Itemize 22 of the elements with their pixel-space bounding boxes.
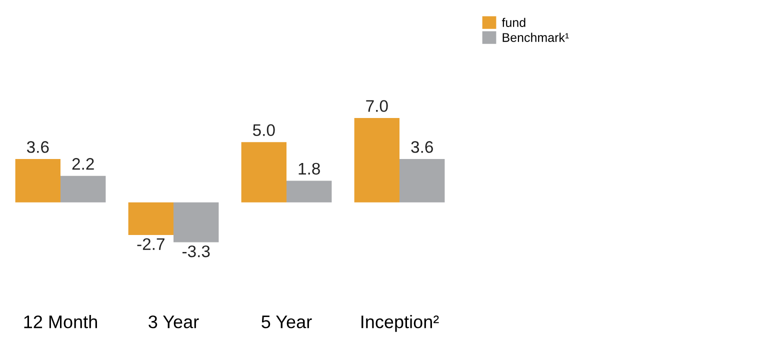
bar xyxy=(15,159,60,202)
data-label: -3.3 xyxy=(182,245,210,258)
legend-label: Benchmark¹ xyxy=(502,32,569,42)
data-label: 3.6 xyxy=(26,141,49,153)
data-label: 1.8 xyxy=(298,162,320,175)
bar xyxy=(128,202,174,235)
bar xyxy=(60,176,106,202)
data-label: 2.2 xyxy=(72,158,94,170)
bar xyxy=(174,202,219,242)
x-tick-label: 12 Month xyxy=(24,315,97,328)
data-label: 7.0 xyxy=(366,100,388,112)
x-tick-label: 5 Year xyxy=(262,316,312,328)
bar xyxy=(241,142,286,202)
data-label: -2.7 xyxy=(137,238,164,250)
legend-label: fund xyxy=(502,18,526,27)
bar xyxy=(400,159,445,202)
data-label: 3.6 xyxy=(411,141,433,153)
data-label: 5.0 xyxy=(252,124,275,136)
x-tick-label: 3 Year xyxy=(148,315,199,328)
bar xyxy=(286,180,332,202)
x-tick-label: Inception² xyxy=(362,315,439,332)
bar xyxy=(354,118,400,202)
